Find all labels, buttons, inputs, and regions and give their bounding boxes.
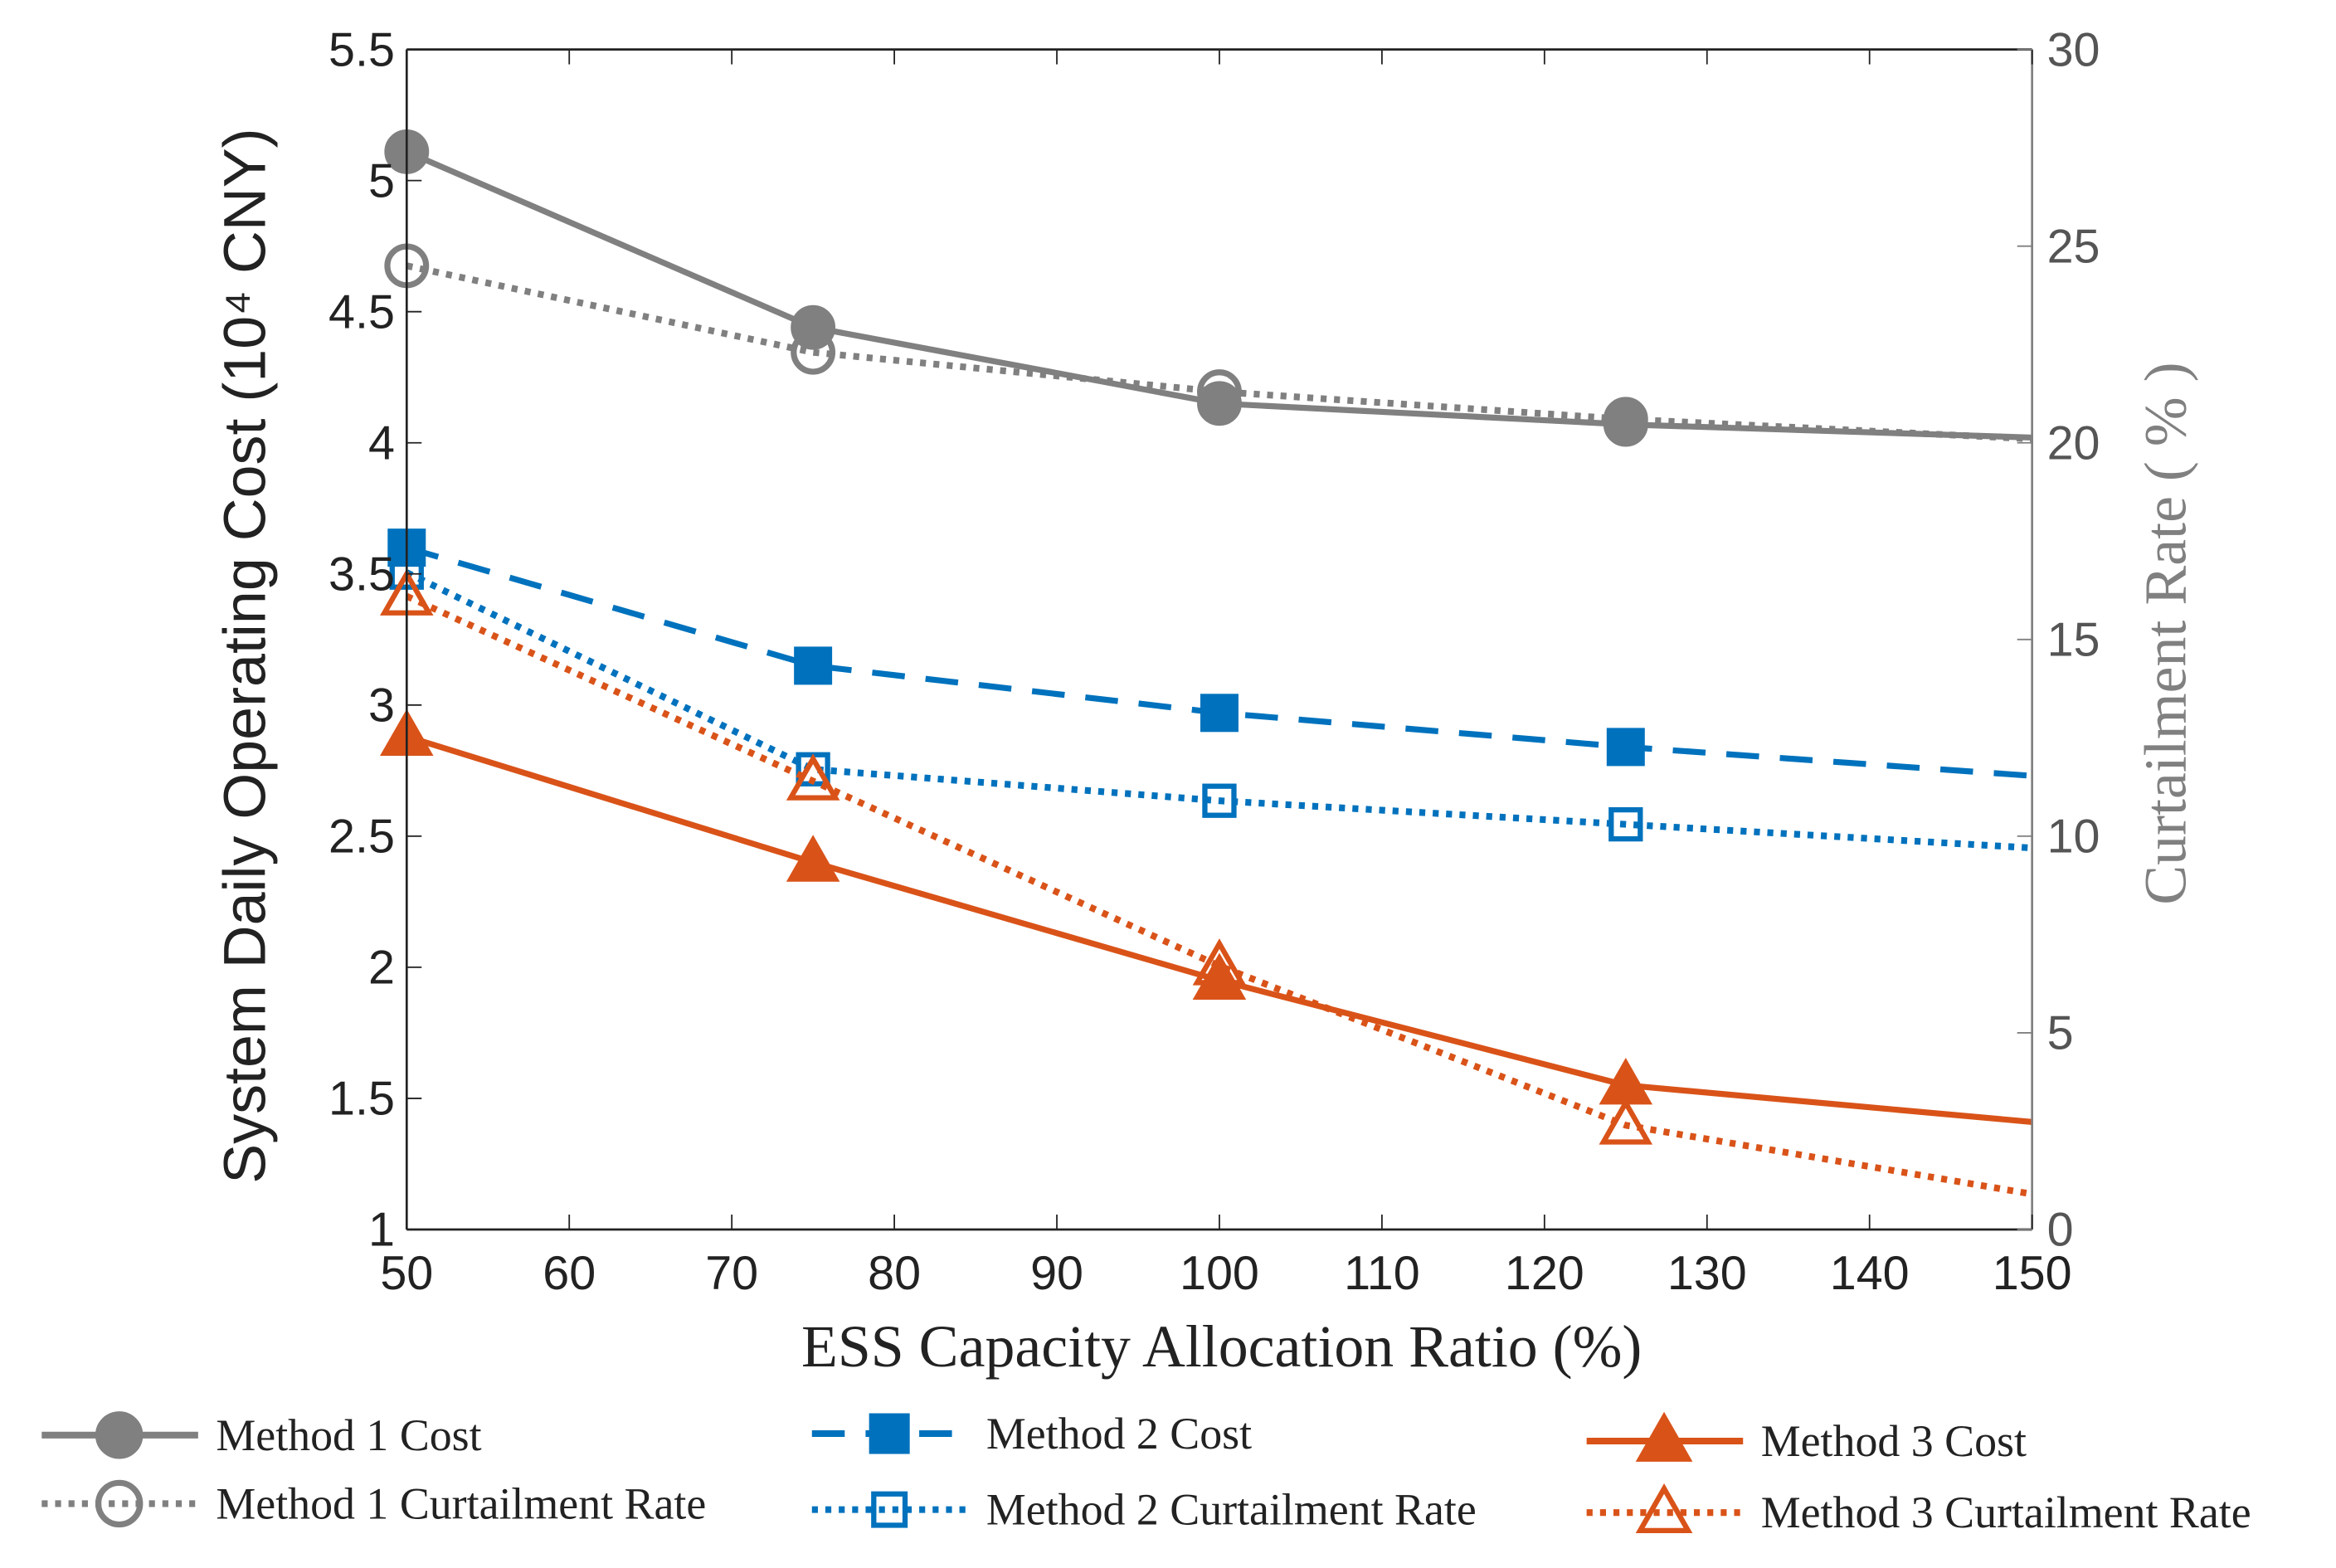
data-point: [794, 646, 833, 685]
data-point: [1606, 728, 1645, 767]
y-left-tick-label: 1.5: [328, 1073, 395, 1126]
x-tick-label: 130: [1667, 1247, 1747, 1300]
y-left-tick-label: 4: [368, 416, 395, 470]
x-tick-label: 70: [705, 1247, 758, 1300]
legend-marker-swatch: [1635, 1483, 1693, 1534]
y-left-tick-label: 2.5: [328, 811, 395, 864]
data-point: [1608, 806, 1643, 842]
x-tick-label: 90: [1030, 1247, 1083, 1300]
y-right-tick-label: 25: [2047, 220, 2100, 273]
legend-label: Method 3 Curtailment Rate: [1761, 1488, 2251, 1537]
legend-label: Method 2 Cost: [986, 1409, 1252, 1458]
legend-marker-swatch: [871, 1491, 908, 1528]
y-axis-right-label: Curtailment Rate ( % ): [2133, 362, 2199, 904]
x-tick-label: 100: [1180, 1247, 1259, 1300]
y-left-tick-label: 4.5: [328, 285, 395, 338]
legend-item: Method 3 Cost: [1586, 1411, 2027, 1466]
y-left-tick-label: 5: [368, 154, 395, 207]
legend-item: Method 2 Cost: [811, 1409, 1252, 1458]
series-layer: [380, 129, 2033, 1198]
legend-label: Method 1 Cost: [216, 1410, 481, 1460]
series-line: [405, 592, 2033, 1198]
legend-label: Method 2 Curtailment Rate: [986, 1485, 1477, 1535]
x-tick-label: 80: [868, 1247, 921, 1300]
series-line: [406, 733, 2032, 1125]
legend-item: Method 2 Curtailment Rate: [811, 1485, 1477, 1535]
legend-marker-swatch: [95, 1411, 144, 1459]
series-1: [384, 129, 2032, 447]
data-point: [1200, 694, 1239, 733]
y-right-tick-label: 30: [2047, 23, 2100, 76]
series-3: [387, 528, 2032, 779]
x-tick-label: 60: [543, 1247, 596, 1300]
data-point: [1197, 369, 1242, 415]
data-point: [1202, 783, 1237, 818]
data-point: [791, 329, 836, 375]
series-line: [406, 544, 2032, 779]
legend-item: Method 1 Cost: [41, 1410, 482, 1460]
axes-layer: 50 60 70 80 90 100 110 120 130 140 15011.522.533.5…: [328, 23, 2100, 1299]
y-right-tick-label: 15: [2047, 614, 2100, 667]
data-point: [1192, 952, 1247, 1000]
data-point: [1192, 938, 1247, 986]
y-left-tick-label: 3.5: [328, 548, 395, 601]
y-right-tick-label: 10: [2047, 811, 2100, 864]
y-axis-left-label: System Daily Operating Cost (10⁴ CNY): [212, 128, 279, 1183]
data-point: [1599, 1098, 1653, 1145]
legend-marker-swatch: [1635, 1411, 1693, 1462]
x-axis-label: ESS Capacity Allocation Ratio (%): [801, 1313, 1642, 1380]
y-left-tick-label: 1: [368, 1204, 395, 1257]
data-point: [786, 753, 840, 801]
y-left-tick-label: 3: [368, 679, 395, 733]
legend-label: Method 3 Cost: [1761, 1416, 2027, 1466]
series-line: [406, 262, 2032, 443]
legend-item: Method 3 Curtailment Rate: [1586, 1483, 2251, 1537]
series-2: [384, 243, 2032, 443]
legend-marker-swatch: [95, 1479, 144, 1528]
x-tick-label: 150: [1993, 1247, 2072, 1300]
y-right-tick-label: 0: [2047, 1204, 2074, 1257]
series-5: [380, 709, 2032, 1125]
legend-marker-swatch: [869, 1413, 910, 1454]
x-tick-label: 50: [380, 1247, 433, 1300]
x-tick-label: 120: [1505, 1247, 1584, 1300]
legend: Method 1 Cost Method 1 Curtailment Rate Me…: [41, 1409, 2251, 1537]
legend-item: Method 1 Curtailment Rate: [41, 1478, 706, 1528]
data-point: [786, 835, 840, 882]
series-line: [405, 569, 2032, 852]
legend-label: Method 1 Curtailment Rate: [216, 1478, 706, 1528]
y-right-tick-label: 20: [2047, 416, 2100, 470]
y-left-tick-label: 5.5: [328, 23, 395, 76]
y-right-tick-label: 5: [2047, 1007, 2074, 1060]
x-tick-label: 110: [1344, 1247, 1420, 1300]
data-point: [1603, 397, 1648, 442]
y-left-tick-label: 2: [368, 942, 395, 995]
x-tick-label: 140: [1830, 1247, 1910, 1300]
